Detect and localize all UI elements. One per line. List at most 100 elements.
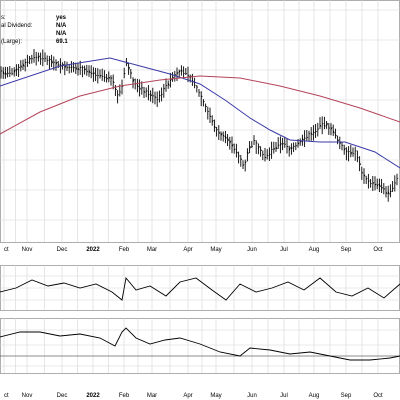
price-bar-tick [249,146,252,150]
price-bar-tick [178,70,181,73]
price-bar-tick [376,184,379,187]
price-bar-tick [55,61,58,65]
price-bar-tick [282,142,285,145]
x-tick-label: Jun [247,247,257,253]
price-bar-tick [187,74,190,77]
price-bar-tick [71,66,73,68]
price-bar-tick [7,72,10,75]
x-tick-label: Sep [341,393,352,399]
x-tick-label: 2022 [86,393,100,399]
legend-value-3: 69.1 [56,39,68,45]
price-bar-tick [383,188,386,190]
price-bar-tick [77,67,80,71]
price-bar-tick [203,100,205,103]
price-bar-tick [24,61,27,64]
price-bar-tick [313,131,315,134]
price-bar-tick [200,95,203,98]
price-bar-tick [146,90,148,92]
x-tick-label: Nov [22,393,33,399]
x-tick-label: Feb [119,247,130,253]
price-bar-tick [209,115,212,118]
price-bar-tick [2,70,5,75]
price-bar-tick [161,93,163,95]
price-bar-tick [387,191,390,195]
price-bar-tick [167,82,170,86]
price-bar-tick [291,147,293,149]
price-bar-tick [22,62,25,67]
indicator-2-line-0 [0,327,400,361]
price-bar-tick [86,70,89,73]
price-bar-tick [66,66,69,68]
price-bar-tick [310,132,313,136]
price-bar-tick [361,171,364,174]
x-tick-label: May [210,393,221,399]
x-tick-label: Sep [341,247,352,253]
price-bar-tick [16,68,18,71]
price-bar-tick [75,66,78,70]
price-bar-tick [5,72,7,75]
price-bar-tick [315,130,317,133]
x-tick-label: Aug [309,247,320,253]
price-bar-tick [295,144,298,147]
price-bar-tick [196,86,199,88]
legend-value-1: N/A [56,23,67,29]
price-bar-tick [275,146,278,150]
price-bar-tick [117,94,119,96]
x-tick-label: Dec [57,393,68,399]
price-bar-tick [337,138,340,142]
x-tick-label: Aug [309,393,320,399]
price-bar-tick [84,67,87,71]
x-tick-label: Jun [247,393,257,399]
x-tick-label: Oct [373,393,383,399]
price-bar-tick [88,69,91,74]
x-tick-label: Jul [280,393,288,399]
price-bar-tick [339,142,342,145]
price-bar-tick [220,133,223,137]
price-bar-tick [236,151,238,154]
price-bar-tick [150,93,153,97]
price-bar-tick [13,69,16,73]
x-tick-label: May [210,247,221,253]
price-bar-tick [112,81,115,83]
price-bar-tick [359,162,362,166]
price-bar-tick [233,148,236,151]
x-tick-label: Dec [57,247,68,253]
price-bar-tick [379,184,381,188]
legend-value-2: N/A [56,31,67,37]
price-bar-tick [288,147,291,152]
price-bar-tick [368,180,370,182]
price-bar-tick [264,157,267,159]
price-bar-tick [90,72,93,75]
price-bar-tick [332,130,335,134]
price-bar-tick [240,158,243,161]
price-bar-tick [374,183,377,186]
x-tick-label: Oct [373,247,383,253]
price-bar-tick [99,75,102,78]
x-tick-label: 2022 [86,247,100,253]
price-bar-tick [154,96,157,98]
price-bar-tick [326,122,329,126]
price-bar-tick [73,66,76,69]
x-tick-label: Mar [147,247,157,253]
price-bar-tick [172,76,174,79]
price-bar-tick [163,87,166,90]
price-bar-tick [185,73,188,75]
x-tick-label: ct [4,393,9,399]
price-bar-tick [330,127,333,130]
price-bar-tick [350,151,353,156]
legend-key-0: s: [1,15,6,21]
price-bar-tick [95,74,97,76]
price-bar-tick [225,136,227,139]
price-bar-tick [0,70,3,72]
price-bar-tick [51,59,54,64]
price-bar-tick [319,124,322,127]
price-bar-tick [137,84,139,87]
price-bar-tick [229,140,232,144]
price-bar-tick [106,76,109,80]
price-bar-tick [143,90,146,93]
price-bar-tick [214,125,216,128]
price-bar-tick [343,147,346,151]
price-bar-tick [176,72,179,75]
price-bar-tick [306,136,309,139]
